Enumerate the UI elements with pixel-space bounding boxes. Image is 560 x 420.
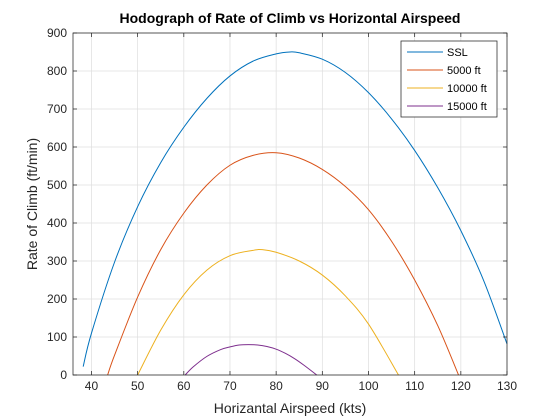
y-tick-label: 700 [47, 102, 67, 116]
y-tick-label: 100 [47, 330, 67, 344]
y-tick-label: 500 [47, 178, 67, 192]
legend-box [400, 40, 498, 118]
x-tick-label: 50 [131, 379, 145, 393]
x-tick-label: 100 [358, 379, 378, 393]
x-tick-label: 110 [405, 379, 424, 393]
plot-box [72, 32, 508, 376]
y-tick-label: 600 [47, 140, 67, 154]
legend-label-5000-ft: 5000 ft [447, 65, 481, 77]
x-tick-label: 120 [451, 379, 471, 393]
y-tick-label: 200 [47, 292, 67, 306]
ticks: 40 50 60 70 80 90 100 110 120 130 0 100 200 300 400 500… [47, 26, 517, 393]
series-line-ssl [82, 51, 508, 367]
series-line-10000-ft [137, 248, 399, 376]
x-tick-label: 130 [497, 379, 517, 393]
y-tick-label: 300 [47, 254, 67, 268]
x-tick-label: 80 [269, 379, 283, 393]
legend-label-15000-ft: 15000 ft [447, 101, 487, 113]
legend-label-ssl: SSL [447, 47, 468, 59]
y-tick-label: 400 [47, 216, 67, 230]
x-tick-label: 60 [177, 379, 191, 393]
series-layer [82, 51, 508, 376]
x-tick-label: 40 [85, 379, 99, 393]
series-line-5000-ft [107, 152, 459, 376]
legend: SSL 5000 ft 10000 ft 15000 ft [400, 40, 498, 118]
y-axis-label: Rate of Climb (ft/min) [24, 138, 40, 270]
legend-label-10000-ft: 10000 ft [447, 83, 487, 95]
x-tick-label: 70 [223, 379, 237, 393]
x-axis-label: Horizantal Airspeed (kts) [214, 400, 367, 416]
chart-title: Hodograph of Rate of Climb vs Horizontal… [120, 10, 461, 26]
y-tick-label: 0 [60, 368, 67, 382]
y-tick-label: 800 [47, 64, 67, 78]
grid [73, 32, 508, 376]
x-tick-label: 90 [316, 379, 330, 393]
y-tick-label: 900 [47, 26, 67, 40]
series-line-15000-ft [184, 344, 318, 376]
